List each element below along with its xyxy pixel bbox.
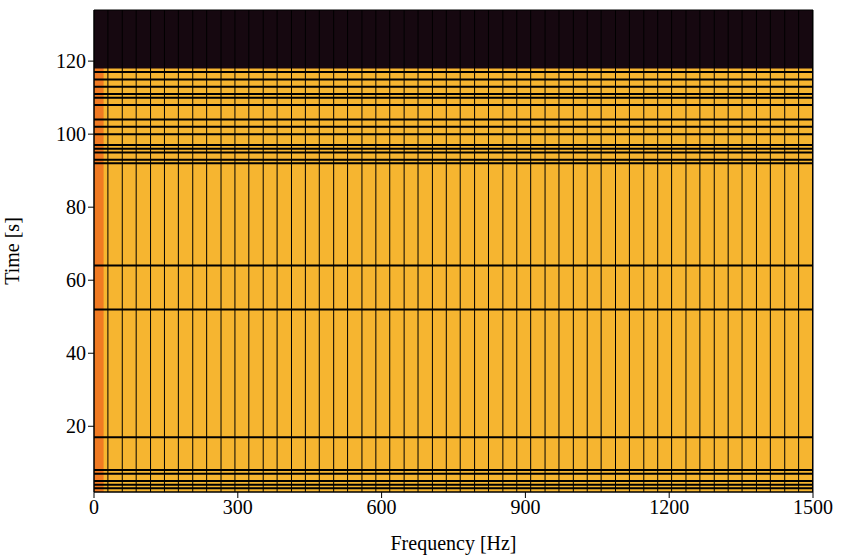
svg-text:20: 20 (66, 415, 86, 437)
svg-text:1200: 1200 (649, 496, 689, 518)
svg-text:40: 40 (66, 342, 86, 364)
svg-text:80: 80 (66, 196, 86, 218)
svg-text:60: 60 (66, 269, 86, 291)
svg-text:600: 600 (367, 496, 397, 518)
svg-text:0: 0 (89, 496, 99, 518)
svg-text:120: 120 (56, 50, 86, 72)
svg-text:Frequency [Hz]: Frequency [Hz] (390, 532, 516, 555)
svg-text:Time [s]: Time [s] (1, 217, 23, 285)
svg-text:1500: 1500 (793, 496, 833, 518)
svg-text:900: 900 (510, 496, 540, 518)
svg-text:100: 100 (56, 123, 86, 145)
svg-text:300: 300 (223, 496, 253, 518)
